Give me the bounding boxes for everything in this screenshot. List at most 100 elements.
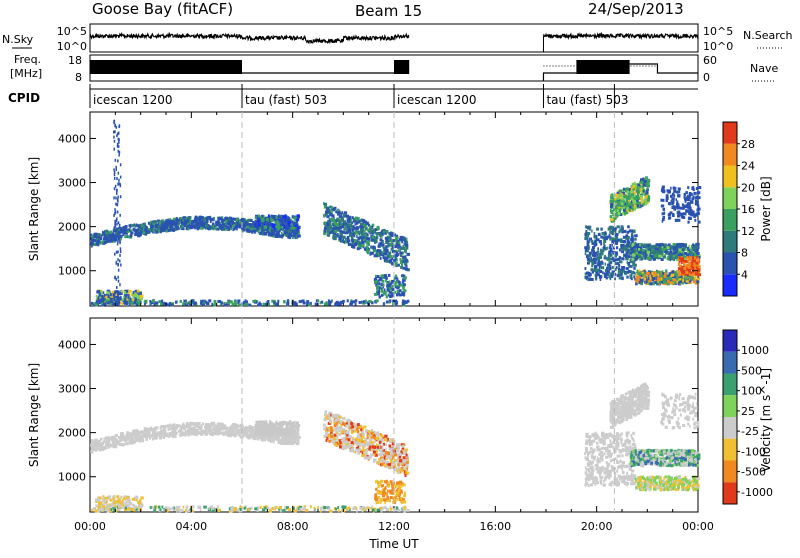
power-cell (118, 269, 120, 272)
power-cell (601, 261, 603, 264)
power-cell (92, 235, 94, 238)
power-cell (114, 173, 116, 176)
power-cell (154, 220, 157, 223)
power-cell (367, 228, 370, 231)
power-cell (116, 297, 118, 300)
power-cell (213, 303, 216, 306)
power-cell (151, 228, 153, 231)
power-cell (108, 295, 110, 298)
power-cell (393, 259, 396, 262)
power-cell (400, 266, 403, 269)
power-cell (326, 215, 329, 218)
power-cell (119, 254, 121, 257)
power-cell (113, 196, 115, 199)
power-cell (357, 247, 360, 250)
nave-tick-bottom: 0 (703, 71, 710, 84)
power-cell (674, 251, 677, 254)
power-cell (219, 226, 221, 229)
power-cell (698, 265, 701, 268)
power-cell (587, 227, 589, 230)
power-cell (401, 263, 403, 266)
power-cell (168, 229, 170, 232)
power-cell (357, 241, 361, 244)
power-cell (282, 219, 285, 222)
power-cell (252, 221, 254, 224)
power-cell (671, 274, 674, 277)
power-cell (266, 218, 269, 221)
power-cell (610, 215, 613, 218)
power-cell (108, 235, 110, 238)
power-cell (380, 278, 383, 281)
status-traces (90, 34, 698, 81)
power-cell (299, 300, 302, 303)
power-cell (317, 299, 319, 302)
power-cell (659, 281, 661, 284)
power-cell (233, 227, 235, 230)
power-cell (118, 172, 120, 175)
power-cell (648, 272, 650, 275)
power-cell (283, 222, 285, 225)
power-cell (288, 221, 291, 224)
power-cell (641, 188, 643, 191)
beam-title: Beam 15 (355, 2, 422, 20)
power-cell (384, 248, 386, 251)
power-cell (612, 257, 614, 260)
power-cell (130, 225, 132, 228)
power-cell (626, 207, 628, 210)
power-cell (667, 246, 670, 249)
power-cell (176, 227, 179, 230)
power-cell (129, 303, 131, 306)
power-cell (690, 256, 693, 259)
power-cell (381, 290, 384, 293)
power-cell (136, 229, 138, 232)
power-cell (396, 252, 398, 255)
power-cell (610, 226, 613, 229)
power-cell (398, 245, 400, 248)
power-cell (616, 194, 619, 197)
power-cell (285, 234, 288, 237)
power-cell (96, 295, 98, 298)
power-cell (383, 256, 386, 259)
power-cell (695, 272, 698, 275)
power-cell (609, 238, 612, 241)
power-cell (633, 275, 635, 278)
power-cell (641, 243, 643, 246)
power-cell (215, 227, 217, 230)
power-cell (389, 236, 392, 239)
power-cell (687, 221, 689, 224)
power-cell (637, 184, 640, 187)
ytick-label: 4000 (58, 132, 86, 145)
power-cell (282, 234, 284, 237)
power-cell (626, 244, 629, 247)
power-cell (264, 232, 267, 235)
power-cell (192, 220, 195, 223)
power-cell (124, 291, 126, 294)
power-cell (180, 225, 182, 228)
power-cell (697, 278, 699, 281)
power-cell (585, 252, 587, 255)
power-cell (637, 192, 639, 195)
power-cell (698, 221, 701, 224)
power-cell (678, 271, 680, 274)
power-cell (323, 232, 326, 235)
power-cell (180, 219, 182, 222)
power-cell (406, 247, 408, 250)
power-cell (372, 236, 375, 239)
freq-block (576, 60, 629, 74)
power-cell (232, 303, 235, 306)
power-cell (636, 276, 638, 279)
power-cell (611, 275, 614, 278)
power-cell (113, 168, 115, 171)
power-cell (106, 234, 108, 237)
power-cell (687, 210, 690, 213)
power-cell (119, 240, 121, 243)
power-cell (671, 257, 673, 260)
power-cell (233, 224, 235, 227)
power-cell (280, 218, 283, 221)
power-cell (360, 223, 363, 226)
power-cell (115, 159, 117, 162)
power-cell (587, 240, 590, 243)
power-cell (383, 284, 385, 287)
power-cell (673, 201, 675, 204)
